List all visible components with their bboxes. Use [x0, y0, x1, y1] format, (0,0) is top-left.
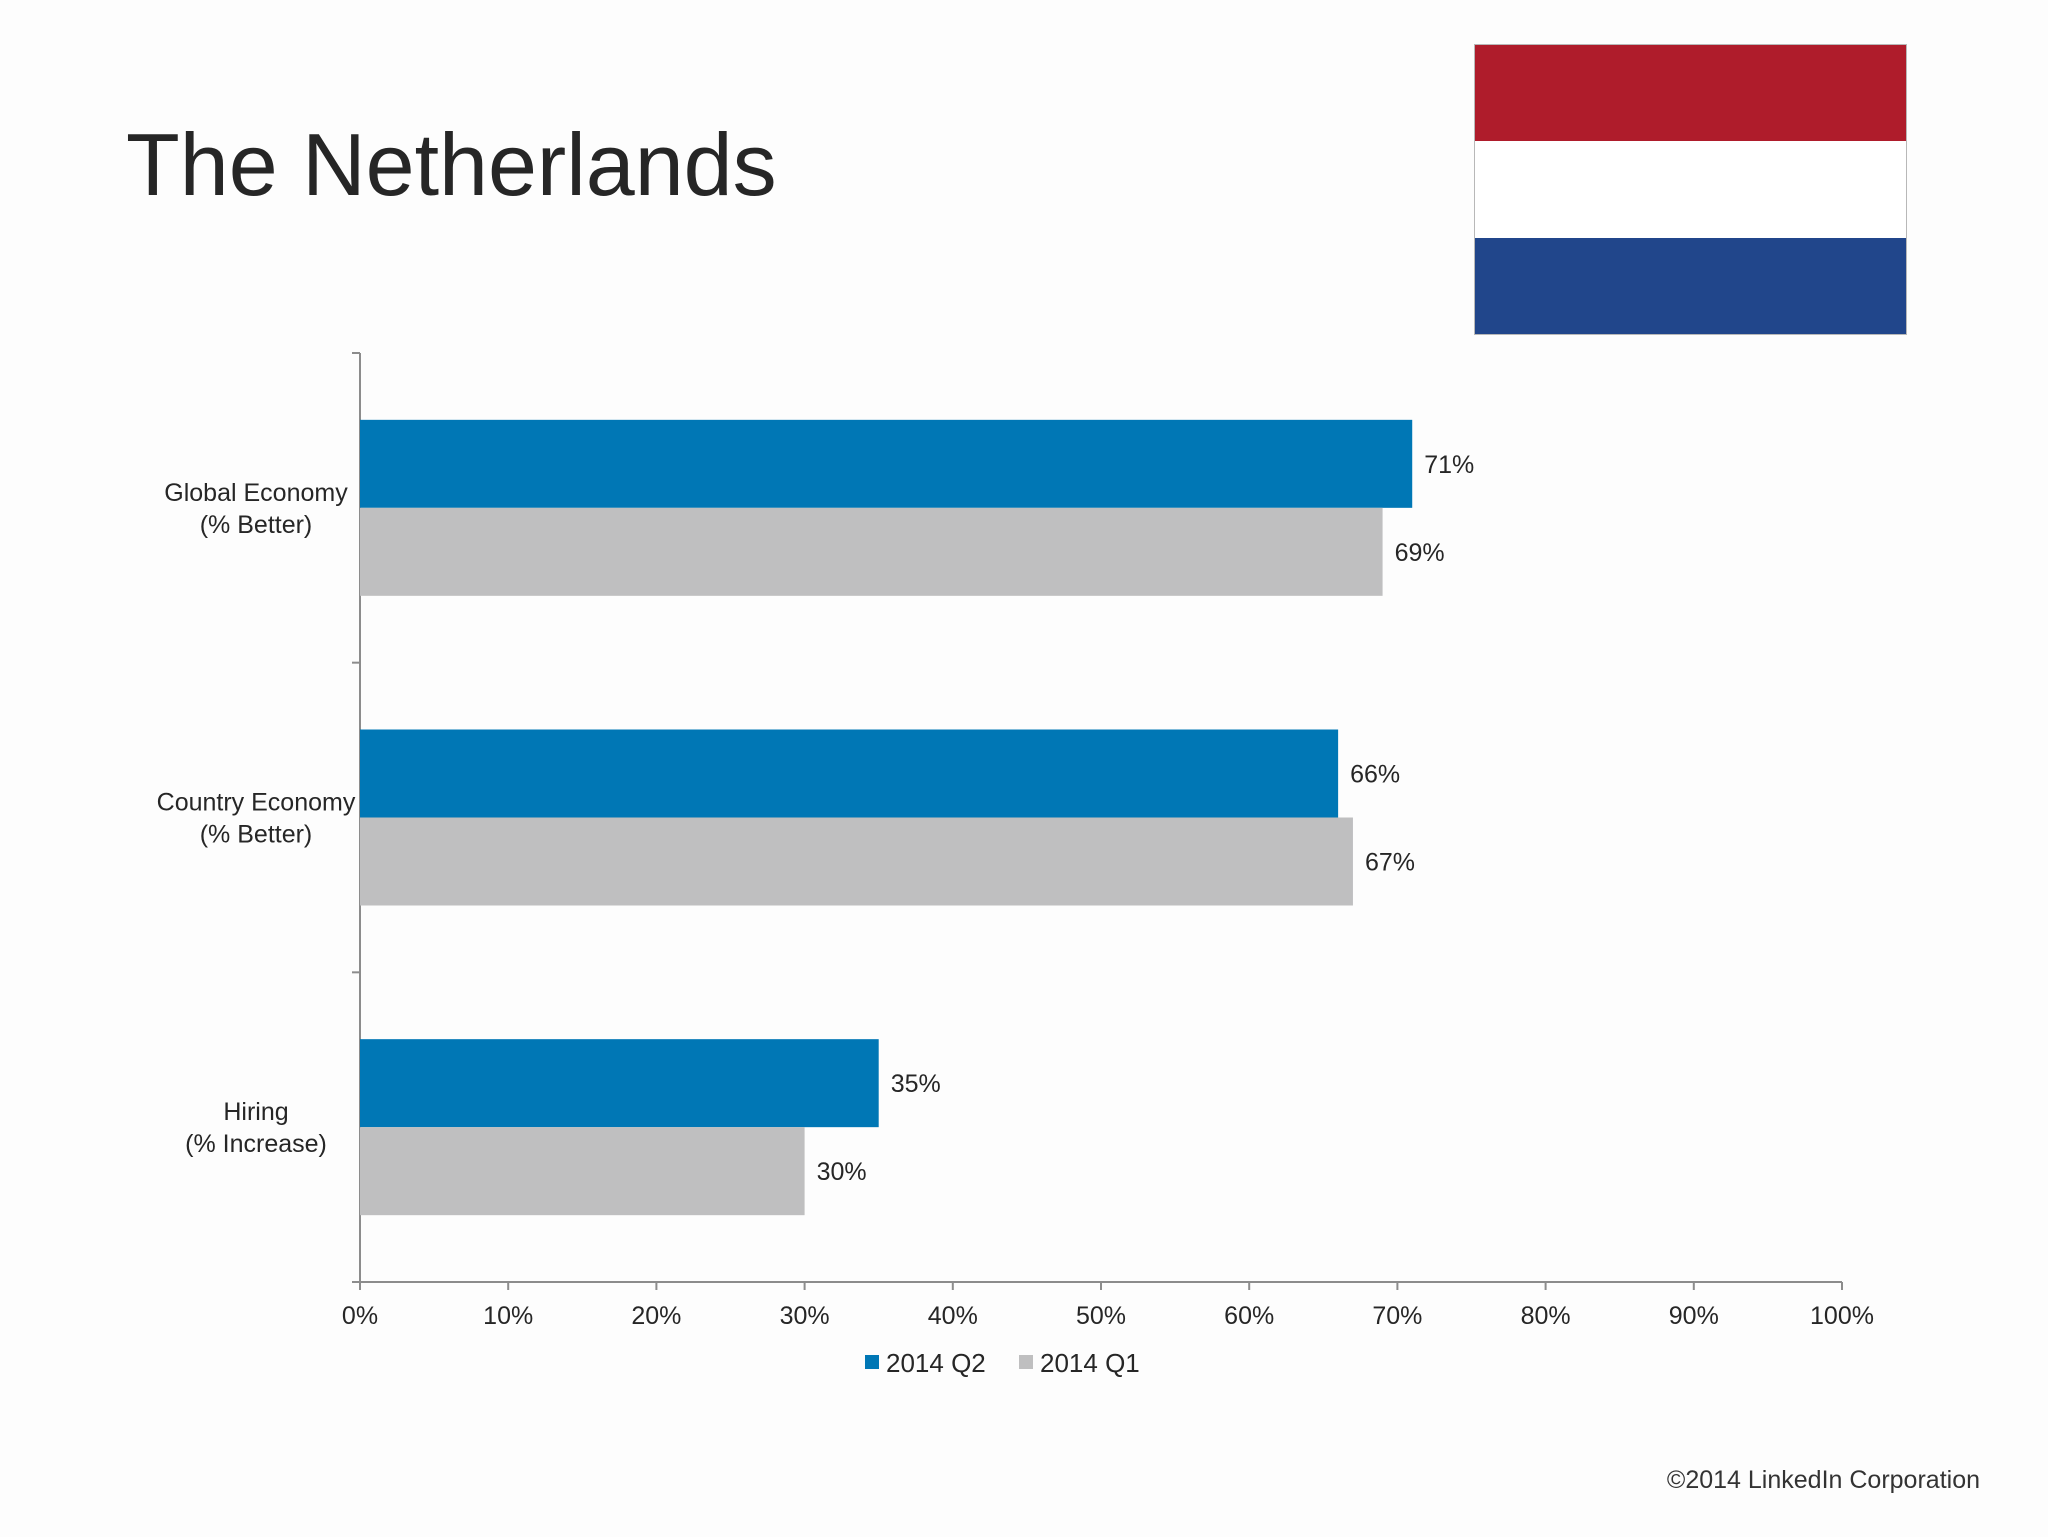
legend-swatch [1019, 1355, 1033, 1369]
category-label: Country Economy [157, 789, 356, 817]
bar-q1 [360, 507, 1383, 596]
category-label: Hiring [223, 1098, 288, 1126]
bar-q2 [360, 1039, 879, 1128]
legend-swatch [865, 1355, 879, 1369]
category-label: (% Better) [200, 511, 313, 539]
x-tick-label: 40% [928, 1302, 978, 1330]
data-label: 66% [1350, 761, 1400, 789]
netherlands-flag-icon [1474, 44, 1907, 335]
x-tick-label: 70% [1372, 1302, 1422, 1330]
flag-stripe-blue [1475, 237, 1906, 334]
x-tick-label: 0% [342, 1302, 378, 1330]
flag-stripe-red [1475, 45, 1906, 142]
page-title: The Netherlands [126, 115, 777, 214]
data-label: 30% [817, 1158, 867, 1186]
x-tick-label: 80% [1521, 1302, 1571, 1330]
copyright-notice: ©2014 LinkedIn Corporation [1666, 1466, 1980, 1494]
x-tick-label: 50% [1076, 1302, 1126, 1330]
bar-q1 [360, 1127, 805, 1216]
x-tick-label: 90% [1669, 1302, 1719, 1330]
flag-stripe-white [1475, 141, 1906, 238]
data-label: 69% [1395, 539, 1445, 567]
bar-q2 [360, 729, 1339, 818]
x-tick-label: 30% [780, 1302, 830, 1330]
category-label: (% Better) [200, 821, 313, 849]
x-tick-label: 60% [1224, 1302, 1274, 1330]
x-tick-label: 20% [631, 1302, 681, 1330]
bar-q1 [360, 817, 1353, 906]
data-label: 35% [891, 1070, 941, 1098]
category-label: (% Increase) [185, 1130, 327, 1158]
data-label: 67% [1365, 849, 1415, 877]
category-label: Global Economy [164, 479, 348, 507]
data-label: 71% [1424, 451, 1474, 479]
bar-q2 [360, 419, 1413, 508]
legend-label: 2014 Q2 [886, 1348, 986, 1378]
x-tick-label: 10% [483, 1302, 533, 1330]
legend-label: 2014 Q1 [1040, 1348, 1140, 1378]
x-tick-label: 100% [1810, 1302, 1874, 1330]
